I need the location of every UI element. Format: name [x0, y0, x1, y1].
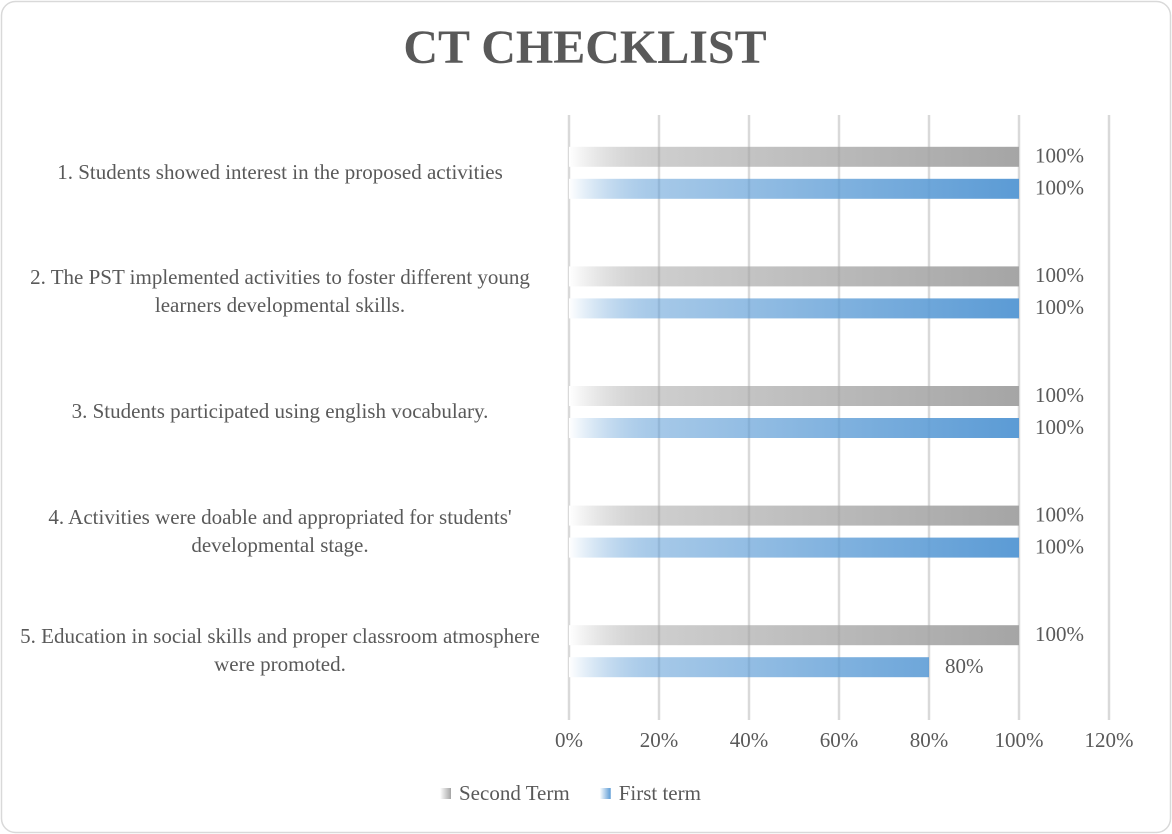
legend-label: First term — [619, 781, 701, 805]
legend-swatch — [440, 788, 451, 799]
x-tick-label: 60% — [820, 728, 859, 752]
category-label: 3. Students participated using english v… — [71, 399, 489, 423]
x-tick-label: 100% — [995, 728, 1044, 752]
category-label: 2. The PST implemented activities to fos… — [30, 265, 530, 318]
data-label: 100% — [1035, 263, 1084, 287]
category-label: 1. Students showed interest in the propo… — [57, 159, 503, 184]
bar — [569, 657, 929, 678]
data-label: 100% — [1035, 176, 1084, 200]
x-tick-label: 120% — [1085, 728, 1134, 752]
x-tick-label: 40% — [730, 728, 769, 752]
x-tick-label: 80% — [910, 728, 949, 752]
legend-label: Second Term — [459, 781, 570, 805]
category-label: 5. Education in social skills and proper… — [20, 624, 540, 677]
data-label: 100% — [1035, 502, 1084, 526]
bar — [569, 178, 1019, 199]
bar — [569, 146, 1019, 167]
x-tick-label: 20% — [640, 728, 679, 752]
bar — [569, 418, 1019, 438]
bar — [569, 386, 1019, 406]
bar — [569, 298, 1019, 319]
bar — [569, 625, 1019, 646]
data-label: 100% — [1035, 534, 1084, 558]
data-label: 80% — [945, 654, 984, 678]
bar — [569, 266, 1019, 287]
chart-title: CT CHECKLIST — [403, 21, 766, 74]
data-label: 100% — [1035, 622, 1084, 646]
x-tick-label: 0% — [555, 728, 583, 752]
data-label: 100% — [1035, 295, 1084, 319]
data-label: 100% — [1035, 415, 1084, 439]
bar — [569, 537, 1019, 558]
category-label: 4. Activities were doable and appropriat… — [48, 504, 512, 557]
data-label: 100% — [1035, 144, 1084, 168]
legend-swatch — [599, 788, 611, 799]
bar — [569, 505, 1019, 526]
data-label: 100% — [1035, 383, 1084, 407]
